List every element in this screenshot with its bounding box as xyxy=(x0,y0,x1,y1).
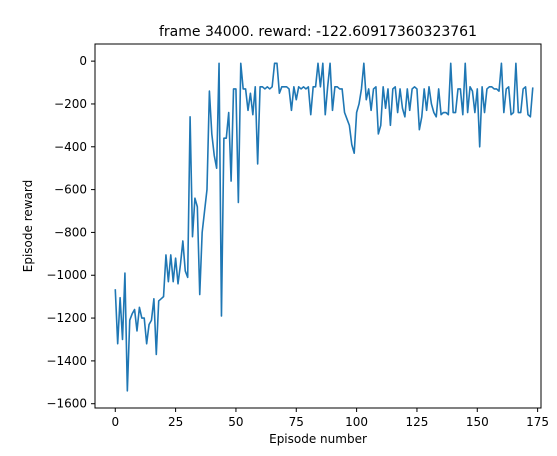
x-axis-label: Episode number xyxy=(269,432,367,446)
plot-frame xyxy=(94,43,542,409)
y-tick-label: −400 xyxy=(54,140,87,154)
x-tick-label: 100 xyxy=(345,415,368,429)
chart-title: frame 34000. reward: -122.60917360323761 xyxy=(159,24,477,40)
plot-area xyxy=(114,62,534,392)
x-tick-label: 0 xyxy=(111,415,119,429)
x-tick-label: 175 xyxy=(526,415,549,429)
y-tick-label: −600 xyxy=(54,183,87,197)
y-tick-label: −200 xyxy=(54,97,87,111)
x-tick-label: 150 xyxy=(466,415,489,429)
y-tick-label: 0 xyxy=(79,54,87,68)
y-axis-label: Episode reward xyxy=(21,180,35,273)
y-tick-label: −1200 xyxy=(46,311,87,325)
x-axis: 0 25 50 75 100 125 150 175 xyxy=(111,408,549,429)
x-tick-label: 125 xyxy=(405,415,428,429)
x-tick-label: 25 xyxy=(168,415,183,429)
y-tick-label: −1400 xyxy=(46,354,87,368)
x-tick-label: 50 xyxy=(228,415,243,429)
y-tick-label: −800 xyxy=(54,225,87,239)
y-tick-label: −1600 xyxy=(46,397,87,411)
y-axis: 0 −200 −400 −600 −800 −1000 −1200 −1400 −1600 xyxy=(46,54,95,411)
series-line xyxy=(114,62,534,392)
y-tick-label: −1000 xyxy=(46,268,87,282)
x-tick-label: 75 xyxy=(289,415,304,429)
